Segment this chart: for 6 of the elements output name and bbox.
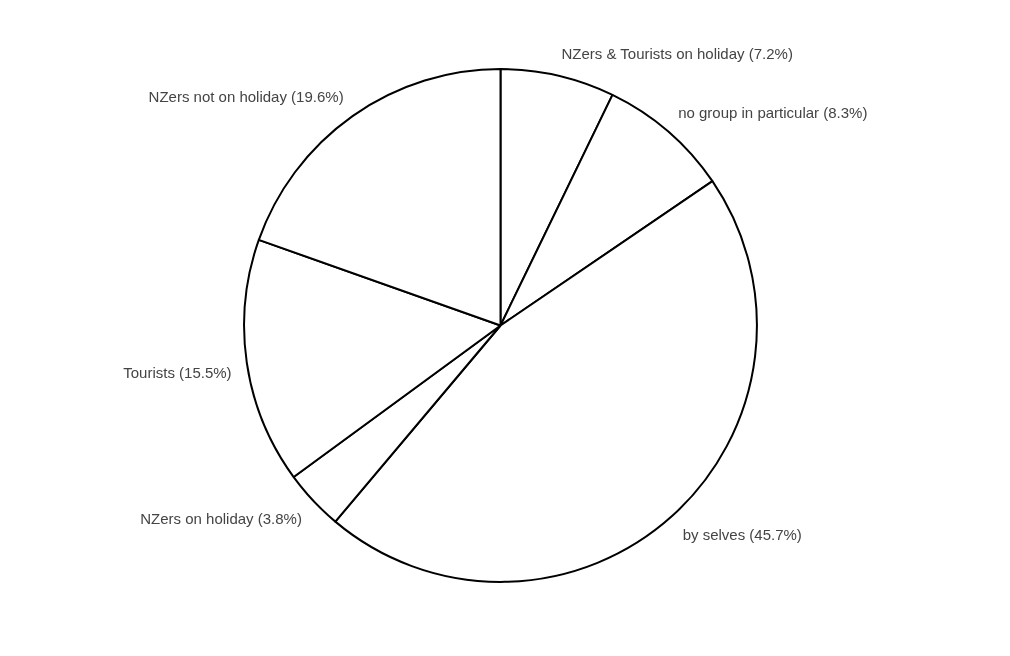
slice-label: NZers & Tourists on holiday (7.2%) <box>561 44 793 62</box>
slice-label: no group in particular (8.3%) <box>678 104 868 122</box>
slice-label: Tourists (15.5%) <box>123 364 232 382</box>
slice-label: NZers not on holiday (19.6%) <box>148 87 344 105</box>
slice-label: by selves (45.7%) <box>682 526 802 544</box>
slice-label: NZers on holiday (3.8%) <box>140 509 302 527</box>
